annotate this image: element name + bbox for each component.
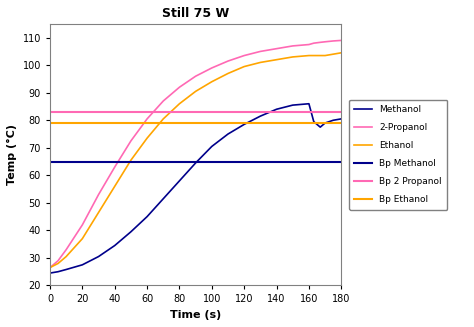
Line: Methanol: Methanol [50,104,341,273]
2-Propanol [311,41,317,45]
Methanol [55,270,61,274]
Methanol [193,161,199,165]
Ethanol [225,72,231,76]
Ethanol [112,184,118,188]
Methanol [96,255,101,259]
Ethanol [311,54,317,58]
Ethanol [241,65,247,69]
2-Propanol [96,193,101,197]
2-Propanol [225,59,231,63]
2-Propanol [144,117,150,121]
2-Propanol [128,139,134,143]
2-Propanol [306,43,312,46]
2-Propanol [80,223,85,227]
Bp 2 Propanol [49,110,55,114]
2-Propanol [290,44,296,48]
Methanol [64,267,69,271]
Methanol [257,114,263,118]
X-axis label: Time (s): Time (s) [170,310,221,320]
2-Propanol [318,40,323,44]
2-Propanol [47,266,53,269]
Ethanol [257,60,263,64]
2-Propanol [112,165,118,169]
Bp Ethanol [47,121,53,125]
Methanol [330,118,336,122]
2-Propanol [55,259,61,263]
Bp Methanol [47,160,53,164]
Ethanol [144,136,150,140]
2-Propanol [241,54,247,58]
Ethanol [64,255,69,259]
Bp 2 Propanol [47,110,53,114]
2-Propanol [193,74,199,78]
2-Propanol [322,40,328,44]
Ethanol [55,262,61,266]
Methanol [209,145,215,148]
Ethanol [330,52,336,56]
Methanol [80,263,85,267]
2-Propanol [273,47,279,51]
Methanol [273,107,279,111]
2-Propanol [330,39,336,43]
Ethanol [80,237,85,241]
Methanol [112,244,118,248]
Line: Ethanol: Ethanol [50,53,341,267]
Methanol [47,271,53,275]
2-Propanol [209,66,215,70]
Methanol [225,132,231,136]
2-Propanol [338,39,344,43]
Y-axis label: Temp (°C): Temp (°C) [7,124,17,185]
Line: 2-Propanol: 2-Propanol [50,41,341,267]
Methanol [306,102,312,106]
2-Propanol [160,99,166,103]
Ethanol [128,158,134,162]
Ethanol [273,58,279,62]
Methanol [322,121,328,125]
Ethanol [96,211,101,215]
Methanol [338,117,344,121]
2-Propanol [64,248,69,252]
Methanol [144,215,150,218]
Ethanol [209,80,215,84]
Methanol [241,122,247,126]
Ethanol [318,54,323,58]
Methanol [177,179,182,183]
2-Propanol [257,49,263,53]
Legend: Methanol, 2-Propanol, Ethanol, Bp Methanol, Bp 2 Propanol, Bp Ethanol: Methanol, 2-Propanol, Ethanol, Bp Methan… [349,100,447,210]
Ethanol [290,55,296,59]
Methanol [128,230,134,234]
Ethanol [177,102,182,106]
Ethanol [322,54,328,58]
Ethanol [160,117,166,121]
Ethanol [47,266,53,269]
Title: Still 75 W: Still 75 W [162,7,229,20]
Bp Methanol [49,160,55,164]
2-Propanol [177,85,182,89]
Ethanol [306,54,312,58]
Bp Ethanol [49,121,55,125]
Methanol [290,103,296,107]
Methanol [160,197,166,201]
Ethanol [193,89,199,93]
Methanol [311,120,317,124]
Methanol [318,125,323,129]
Ethanol [338,51,344,55]
